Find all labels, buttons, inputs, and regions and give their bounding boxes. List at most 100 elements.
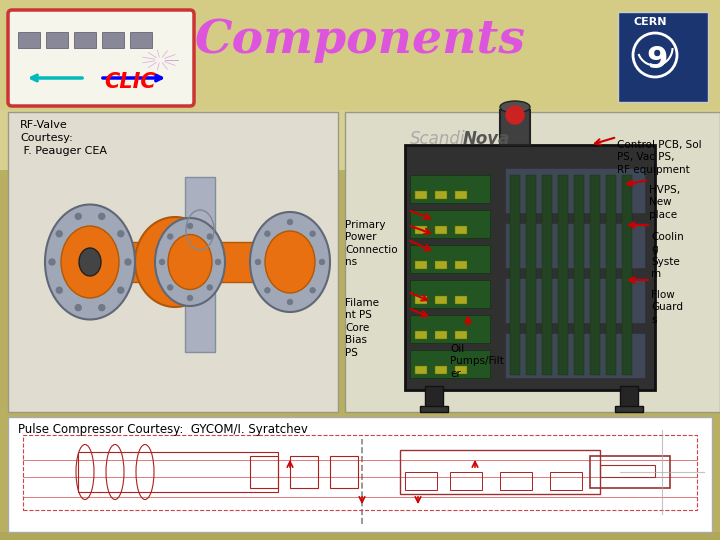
Bar bbox=[505, 168, 645, 213]
Circle shape bbox=[320, 260, 325, 265]
Bar bbox=[0, 0, 720, 170]
Bar bbox=[622, 175, 632, 375]
Text: Primary
Power
Connectio
ns: Primary Power Connectio ns bbox=[345, 220, 397, 267]
Bar bbox=[250, 456, 278, 488]
Text: Filame
nt PS
Core
Bias
PS: Filame nt PS Core Bias PS bbox=[345, 298, 379, 357]
Circle shape bbox=[168, 285, 173, 290]
Bar bbox=[0, 0, 720, 110]
Bar bbox=[405, 472, 437, 490]
Bar bbox=[606, 175, 616, 375]
Text: CLIC: CLIC bbox=[104, 72, 156, 92]
Bar bbox=[542, 175, 552, 375]
Bar bbox=[102, 32, 124, 48]
Bar bbox=[500, 472, 532, 490]
FancyBboxPatch shape bbox=[8, 10, 194, 106]
Bar bbox=[435, 226, 447, 234]
Bar bbox=[415, 191, 427, 199]
Circle shape bbox=[287, 300, 292, 305]
Circle shape bbox=[76, 213, 81, 219]
Text: Pulse Compressor Courtesy:  GYCOM/I. Syratchev: Pulse Compressor Courtesy: GYCOM/I. Syra… bbox=[18, 423, 308, 436]
Text: Nova: Nova bbox=[463, 130, 510, 148]
Bar bbox=[410, 175, 490, 203]
Bar bbox=[46, 32, 68, 48]
Circle shape bbox=[56, 231, 62, 237]
Bar bbox=[415, 331, 427, 339]
Bar bbox=[435, 191, 447, 199]
Bar bbox=[505, 278, 645, 323]
Bar bbox=[415, 366, 427, 374]
Ellipse shape bbox=[79, 248, 101, 276]
Bar bbox=[500, 110, 530, 145]
Bar bbox=[18, 32, 40, 48]
Ellipse shape bbox=[155, 218, 225, 306]
Circle shape bbox=[187, 295, 192, 300]
Circle shape bbox=[310, 288, 315, 293]
Circle shape bbox=[160, 260, 164, 265]
Circle shape bbox=[256, 260, 261, 265]
Ellipse shape bbox=[250, 212, 330, 312]
Bar bbox=[600, 465, 655, 477]
Circle shape bbox=[118, 287, 124, 293]
Bar bbox=[505, 333, 645, 378]
Circle shape bbox=[265, 231, 270, 236]
Bar bbox=[330, 456, 358, 488]
Bar bbox=[415, 226, 427, 234]
Bar bbox=[620, 386, 638, 408]
Text: Components: Components bbox=[194, 17, 526, 63]
Bar bbox=[130, 32, 152, 48]
Text: Control PCB, Sol
PS, Vac PS,
RF equipment: Control PCB, Sol PS, Vac PS, RF equipmen… bbox=[617, 140, 701, 175]
Circle shape bbox=[207, 285, 212, 290]
Bar bbox=[455, 331, 467, 339]
Bar bbox=[8, 417, 712, 532]
Bar bbox=[526, 175, 536, 375]
Circle shape bbox=[207, 234, 212, 239]
Bar bbox=[345, 112, 720, 412]
Circle shape bbox=[506, 106, 524, 124]
Circle shape bbox=[187, 224, 192, 228]
Circle shape bbox=[118, 231, 124, 237]
Bar bbox=[435, 261, 447, 269]
Bar bbox=[455, 226, 467, 234]
Bar bbox=[400, 450, 600, 494]
Bar bbox=[590, 175, 600, 375]
Bar bbox=[290, 456, 318, 488]
Bar bbox=[410, 315, 490, 343]
Bar bbox=[410, 210, 490, 238]
Circle shape bbox=[99, 213, 104, 219]
Text: Coolin
g
Syste
m: Coolin g Syste m bbox=[651, 232, 684, 279]
Bar bbox=[455, 296, 467, 304]
Bar bbox=[0, 532, 720, 540]
Bar bbox=[405, 145, 655, 390]
Circle shape bbox=[310, 231, 315, 236]
Circle shape bbox=[99, 305, 104, 310]
Ellipse shape bbox=[265, 231, 315, 293]
Text: Scandi: Scandi bbox=[410, 130, 466, 148]
Text: Oil
Pumps/Filt
er: Oil Pumps/Filt er bbox=[450, 344, 504, 379]
Circle shape bbox=[49, 259, 55, 265]
Ellipse shape bbox=[135, 217, 215, 307]
Ellipse shape bbox=[45, 205, 135, 320]
Bar bbox=[510, 175, 520, 375]
Circle shape bbox=[265, 288, 270, 293]
Bar bbox=[505, 223, 645, 268]
Bar bbox=[410, 350, 490, 378]
Bar bbox=[455, 191, 467, 199]
Bar bbox=[415, 261, 427, 269]
Bar bbox=[615, 406, 643, 412]
Text: 9: 9 bbox=[647, 44, 667, 73]
Circle shape bbox=[287, 219, 292, 225]
Text: Flow
Guard
s: Flow Guard s bbox=[651, 290, 683, 325]
Bar bbox=[23, 435, 697, 510]
Bar bbox=[74, 32, 96, 48]
Bar bbox=[435, 366, 447, 374]
Bar bbox=[185, 177, 215, 352]
Bar bbox=[415, 296, 427, 304]
Bar bbox=[574, 175, 584, 375]
Bar bbox=[78, 452, 278, 492]
Text: RF-Valve
Courtesy:
 F. Peauger CEA: RF-Valve Courtesy: F. Peauger CEA bbox=[20, 120, 107, 157]
Bar bbox=[550, 472, 582, 490]
Circle shape bbox=[76, 305, 81, 310]
Bar bbox=[590, 456, 670, 488]
Bar bbox=[410, 280, 490, 308]
Bar bbox=[420, 406, 448, 412]
